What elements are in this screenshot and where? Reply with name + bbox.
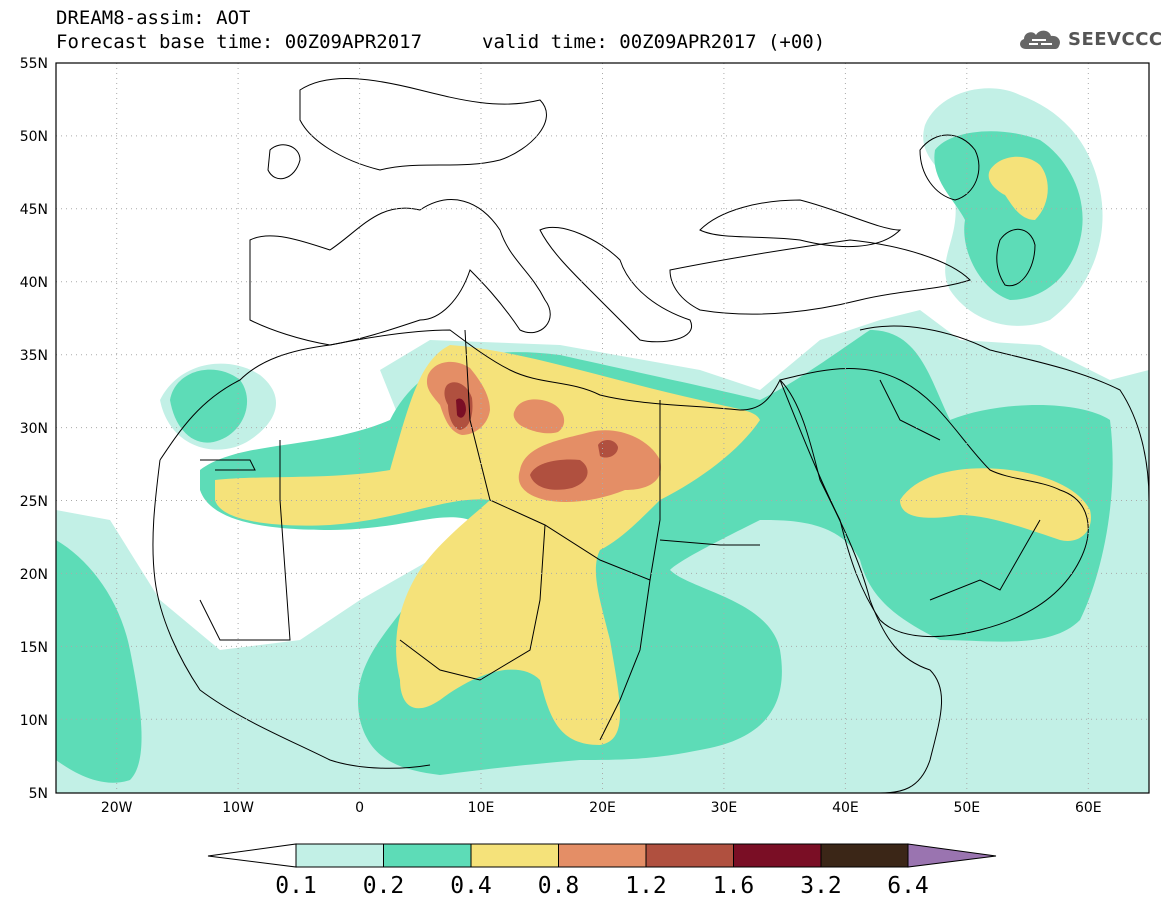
graticule bbox=[56, 63, 1149, 793]
title-valid-time: valid time: 00Z09APR2017 (+00) bbox=[482, 31, 826, 53]
colorbar: 0.1 0.2 0.4 0.8 1.2 1.6 3.2 6.4 bbox=[207, 843, 997, 899]
lon-label-20w: 20W bbox=[101, 800, 133, 816]
lon-label-30e: 30E bbox=[711, 800, 738, 816]
title-model: DREAM8-assim: AOT bbox=[56, 7, 251, 29]
colorbar-swatch-3 bbox=[558, 843, 647, 868]
lon-axis: 20W 10W 0 10E 20E 30E 40E 50E 60E bbox=[101, 800, 1102, 816]
colorbar-swatch-5 bbox=[733, 843, 822, 868]
lon-label-20e: 20E bbox=[589, 800, 616, 816]
lon-label-60e: 60E bbox=[1075, 800, 1102, 816]
lat-label-5n: 5N bbox=[29, 786, 48, 802]
colorbar-under-arrow bbox=[207, 843, 297, 868]
lon-label-0: 0 bbox=[355, 800, 364, 816]
colorbar-label-1.2: 1.2 bbox=[625, 873, 667, 899]
cloud-icon bbox=[1020, 30, 1061, 49]
colorbar-over-arrow bbox=[907, 843, 997, 868]
lat-label-20n: 20N bbox=[20, 567, 48, 583]
lat-label-45n: 45N bbox=[20, 202, 48, 218]
colorbar-swatch-2 bbox=[470, 843, 559, 868]
colorbar-swatch-1 bbox=[383, 843, 472, 868]
coastlines bbox=[152, 77, 1149, 793]
seevccc-logo: SEEVCCC bbox=[1016, 25, 1162, 55]
lat-label-30n: 30N bbox=[20, 421, 48, 437]
lon-label-50e: 50E bbox=[953, 800, 980, 816]
colorbar-label-0.4: 0.4 bbox=[450, 873, 492, 899]
lat-label-50n: 50N bbox=[20, 129, 48, 145]
aot-shading bbox=[56, 88, 1149, 793]
logo-text: SEEVCCC bbox=[1068, 29, 1163, 50]
lon-label-10e: 10E bbox=[468, 800, 495, 816]
aot-level-1.6-area bbox=[456, 398, 466, 418]
colorbar-label-3.2: 3.2 bbox=[800, 873, 842, 899]
colorbar-swatch-4 bbox=[645, 843, 734, 868]
lon-label-40e: 40E bbox=[832, 800, 859, 816]
lat-label-25n: 25N bbox=[20, 494, 48, 510]
title-base-time: Forecast base time: 00Z09APR2017 bbox=[56, 31, 423, 53]
colorbar-swatch-6 bbox=[820, 843, 909, 868]
colorbar-label-0.2: 0.2 bbox=[363, 873, 405, 899]
lon-label-10w: 10W bbox=[222, 800, 254, 816]
colorbar-label-1.6: 1.6 bbox=[713, 873, 755, 899]
lat-label-15n: 15N bbox=[20, 640, 48, 656]
lat-axis: 55N 50N 45N 40N 35N 30N 25N 20N 15N 10N … bbox=[20, 56, 48, 802]
colorbar-swatch-0 bbox=[295, 843, 384, 868]
lat-label-35n: 35N bbox=[20, 348, 48, 364]
lat-label-40n: 40N bbox=[20, 275, 48, 291]
colorbar-label-0.1: 0.1 bbox=[275, 873, 317, 899]
map-frame bbox=[55, 62, 1150, 794]
colorbar-label-6.4: 6.4 bbox=[887, 873, 929, 899]
lat-label-55n: 55N bbox=[20, 56, 48, 72]
colorbar-label-0.8: 0.8 bbox=[538, 873, 580, 899]
lat-label-10n: 10N bbox=[20, 713, 48, 729]
